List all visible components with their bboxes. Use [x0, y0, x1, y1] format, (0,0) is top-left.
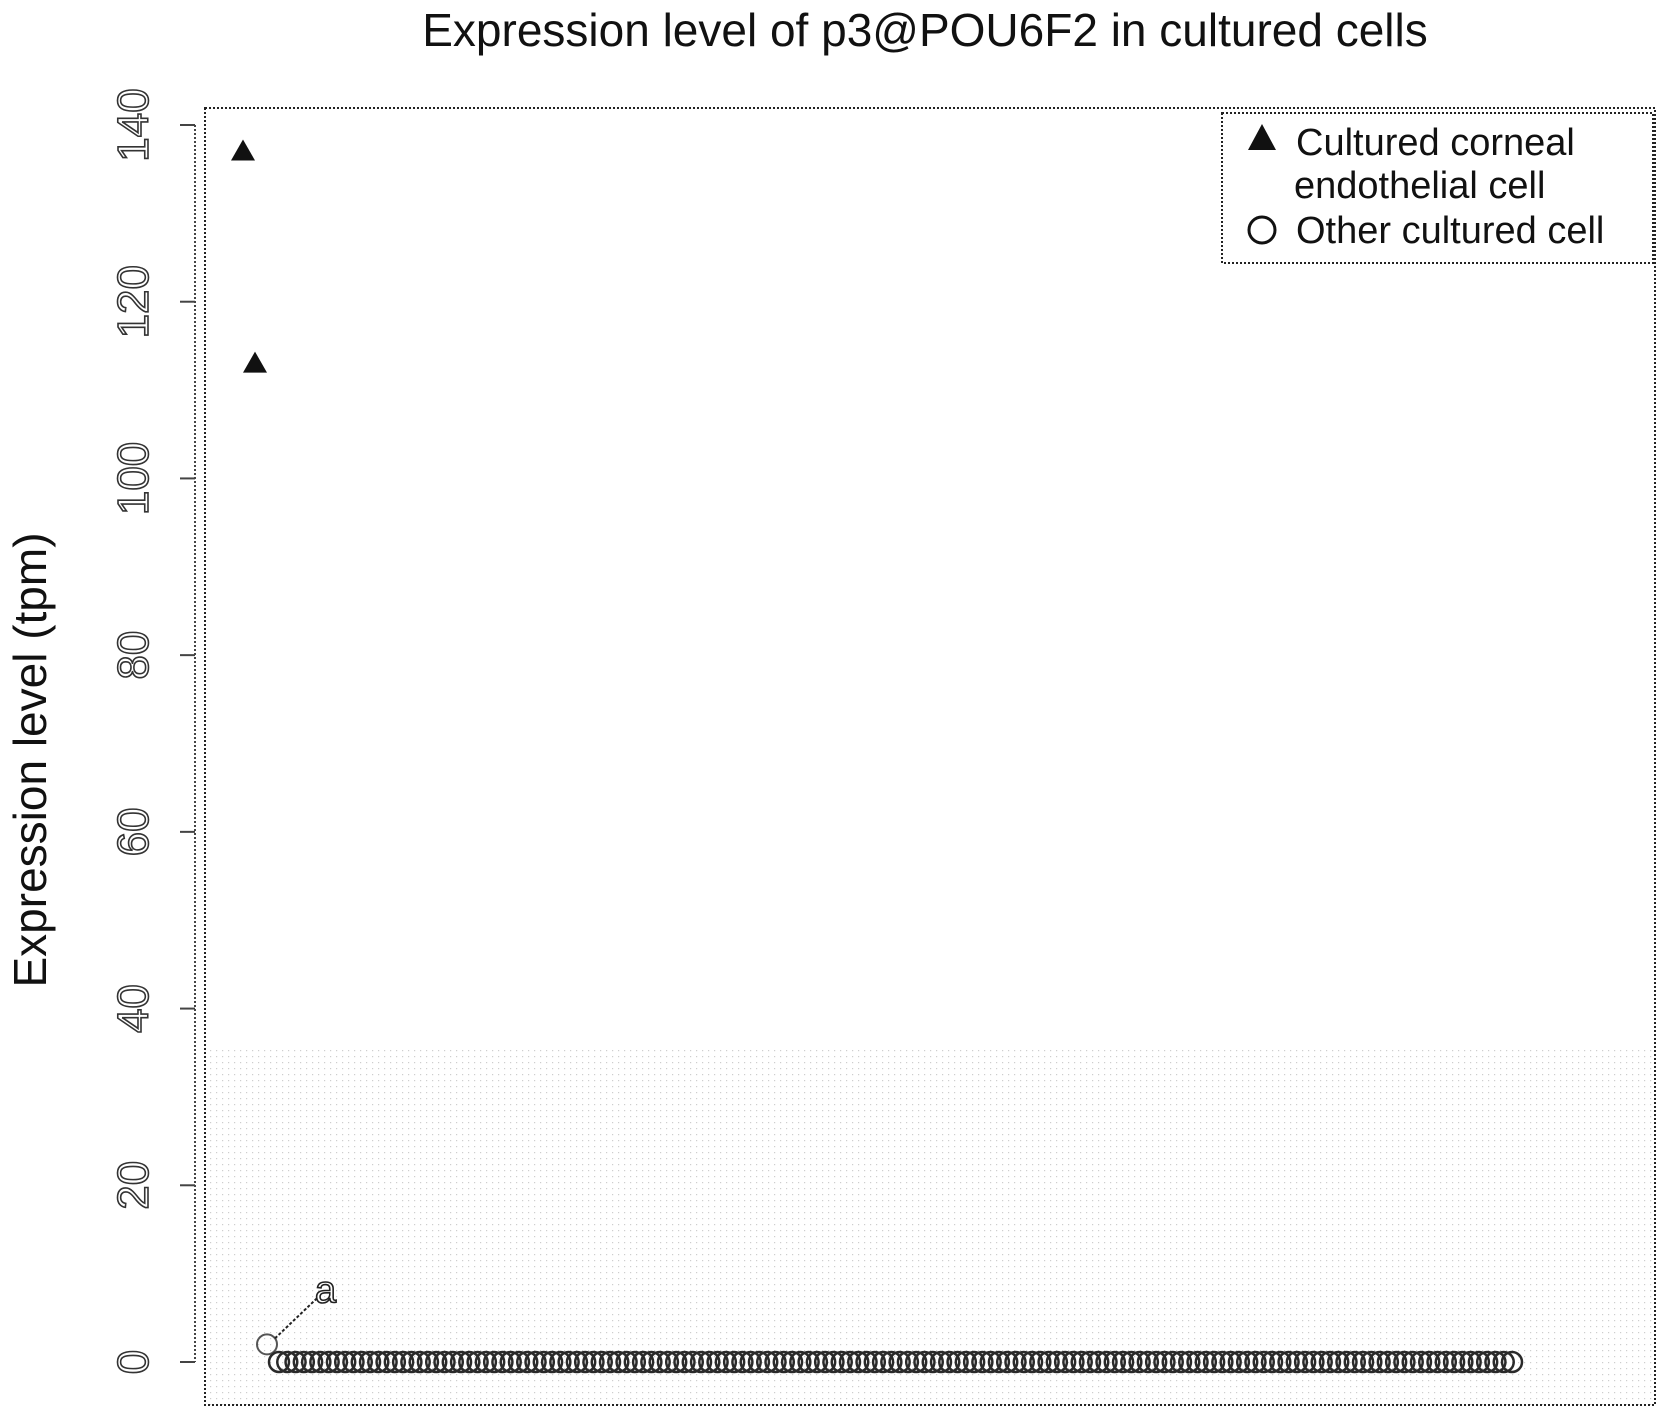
annotation-label: a [315, 1269, 337, 1311]
y-tick-label: 140 [109, 88, 158, 161]
y-tick-label: 20 [109, 1161, 158, 1210]
legend-label-other: Other cultured cell [1296, 210, 1604, 252]
y-tick-label: 120 [109, 265, 158, 338]
legend-label-corneal-line1: Cultured corneal [1296, 122, 1575, 164]
y-tick-label: 40 [109, 984, 158, 1033]
y-tick-label: 0 [109, 1350, 158, 1374]
y-axis-ticks: 0 20 40 60 80 100 120 140 [109, 88, 195, 1374]
y-tick-label: 80 [109, 631, 158, 680]
corneal-endothelial-point [243, 352, 267, 373]
legend: Cultured corneal endothelial cell Other … [1222, 113, 1653, 263]
corneal-endothelial-point [231, 140, 255, 161]
y-axis-label: Expression level (tpm) [4, 532, 56, 987]
y-tick-label: 100 [109, 442, 158, 515]
y-tick-label: 60 [109, 807, 158, 856]
corneal-endothelial-series [231, 140, 267, 373]
chart-title: Expression level of p3@POU6F2 in culture… [422, 4, 1428, 56]
legend-label-corneal-line2: endothelial cell [1294, 165, 1545, 207]
